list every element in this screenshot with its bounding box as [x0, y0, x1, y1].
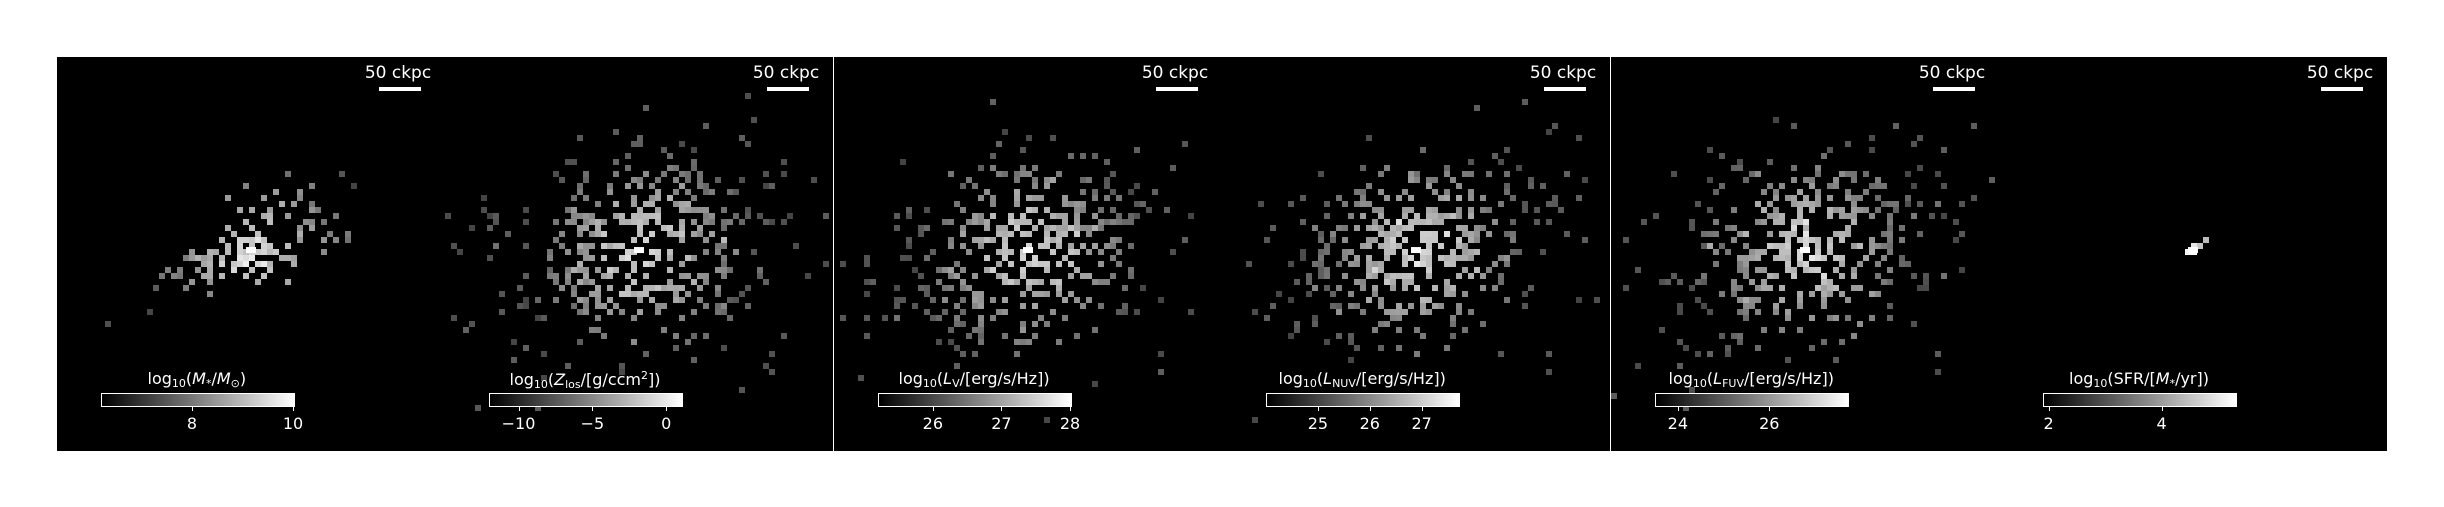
- colorbar-tick-label: 2: [2043, 414, 2054, 433]
- colorbar-tick-label: 24: [1667, 414, 1689, 433]
- colorbar: [1266, 393, 1460, 407]
- galaxy-map: [1246, 99, 1600, 423]
- galaxy-map: [840, 99, 1194, 423]
- colorbar: [1655, 393, 1849, 407]
- scalebar-label: 50 ckpc: [752, 63, 820, 83]
- colorbar-tick-label: 26: [1759, 414, 1780, 433]
- colorbar-title: log10(LFUV/[erg/s/Hz]): [1668, 369, 1834, 390]
- colorbar-tick-label: −10: [501, 414, 536, 433]
- scalebar-line: [2321, 87, 2363, 91]
- colorbar-tick: [666, 406, 668, 411]
- scalebar-label: 50 ckpc: [2306, 63, 2374, 83]
- galaxy-map: [1611, 117, 1995, 411]
- colorbar: [2043, 393, 2237, 407]
- colorbar-tick-label: 27: [1411, 414, 1432, 433]
- colorbar-tick: [1421, 406, 1423, 411]
- colorbar-tick: [2161, 406, 2163, 411]
- image-panel: 50 ckpc log10(LV/[erg/s/Hz]) 26 27 28: [834, 57, 1222, 451]
- colorbar-tick-label: 27: [991, 414, 1012, 433]
- colorbar-title: log10(M*/M⊙): [147, 369, 247, 390]
- colorbar-tick: [191, 406, 193, 411]
- colorbar-tick: [1001, 406, 1003, 411]
- scalebar-line: [1156, 87, 1198, 91]
- colorbar-tick-label: 25: [1307, 414, 1329, 433]
- colorbar-tick: [293, 406, 294, 411]
- image-panel: 50 ckpc log10(SFR/[M*/yr]) 2 4: [1999, 57, 2387, 451]
- scalebar-line: [379, 87, 421, 91]
- scalebar-label: 50 ckpc: [364, 63, 432, 83]
- scalebar-label: 50 ckpc: [1141, 63, 1209, 83]
- colorbar-tick: [1070, 406, 1071, 411]
- colorbar-tick: [592, 406, 594, 411]
- colorbar-title: log10(LV/[erg/s/Hz]): [898, 369, 1050, 390]
- colorbar-tick: [932, 406, 934, 411]
- colorbar-tick: [2048, 406, 2050, 411]
- image-panel: 50 ckpc log10(Zlos/[g/ccm2]) −10 −5 0: [445, 57, 833, 451]
- colorbar-tick: [1369, 406, 1371, 411]
- image-panel: 50 ckpc log10(LFUV/[erg/s/Hz]) 24 26: [1611, 57, 1999, 451]
- scalebar-line: [1544, 87, 1586, 91]
- colorbar: [101, 393, 295, 407]
- scalebar-label: 50 ckpc: [1529, 63, 1597, 83]
- colorbar-tick-label: 10: [282, 414, 304, 433]
- colorbar-tick-label: −5: [580, 414, 605, 433]
- galaxy-map: [105, 171, 357, 327]
- galaxy-map: [2185, 237, 2209, 255]
- scalebar-label: 50 ckpc: [1918, 63, 1986, 83]
- colorbar-tick: [1677, 406, 1679, 411]
- colorbar-tick-label: 26: [1359, 414, 1380, 433]
- colorbar-tick-label: 0: [661, 414, 672, 433]
- galaxy-map: [445, 93, 829, 411]
- colorbar-tick: [1769, 406, 1771, 411]
- colorbar-title: log10(SFR/[M*/yr]): [2069, 369, 2209, 390]
- colorbar-tick: [518, 406, 520, 411]
- colorbar: [489, 393, 683, 407]
- image-panel: 50 ckpc log10(LNUV/[erg/s/Hz]) 25 26 27: [1222, 57, 1610, 451]
- colorbar: [878, 393, 1072, 407]
- scalebar-line: [1933, 87, 1975, 91]
- colorbar-tick-label: 8: [186, 414, 198, 433]
- colorbar-tick-label: 26: [922, 414, 944, 433]
- colorbar-tick-label: 4: [2156, 414, 2167, 433]
- colorbar-title: log10(LNUV/[erg/s/Hz]): [1278, 369, 1446, 390]
- image-panel: 50 ckpc log10(M*/M⊙) 8 10: [57, 57, 445, 451]
- scalebar-line: [767, 87, 809, 91]
- colorbar-tick-label: 28: [1059, 414, 1081, 433]
- colorbar-title: log10(Zlos/[g/ccm2]): [509, 369, 661, 391]
- colorbar-tick: [1317, 406, 1319, 411]
